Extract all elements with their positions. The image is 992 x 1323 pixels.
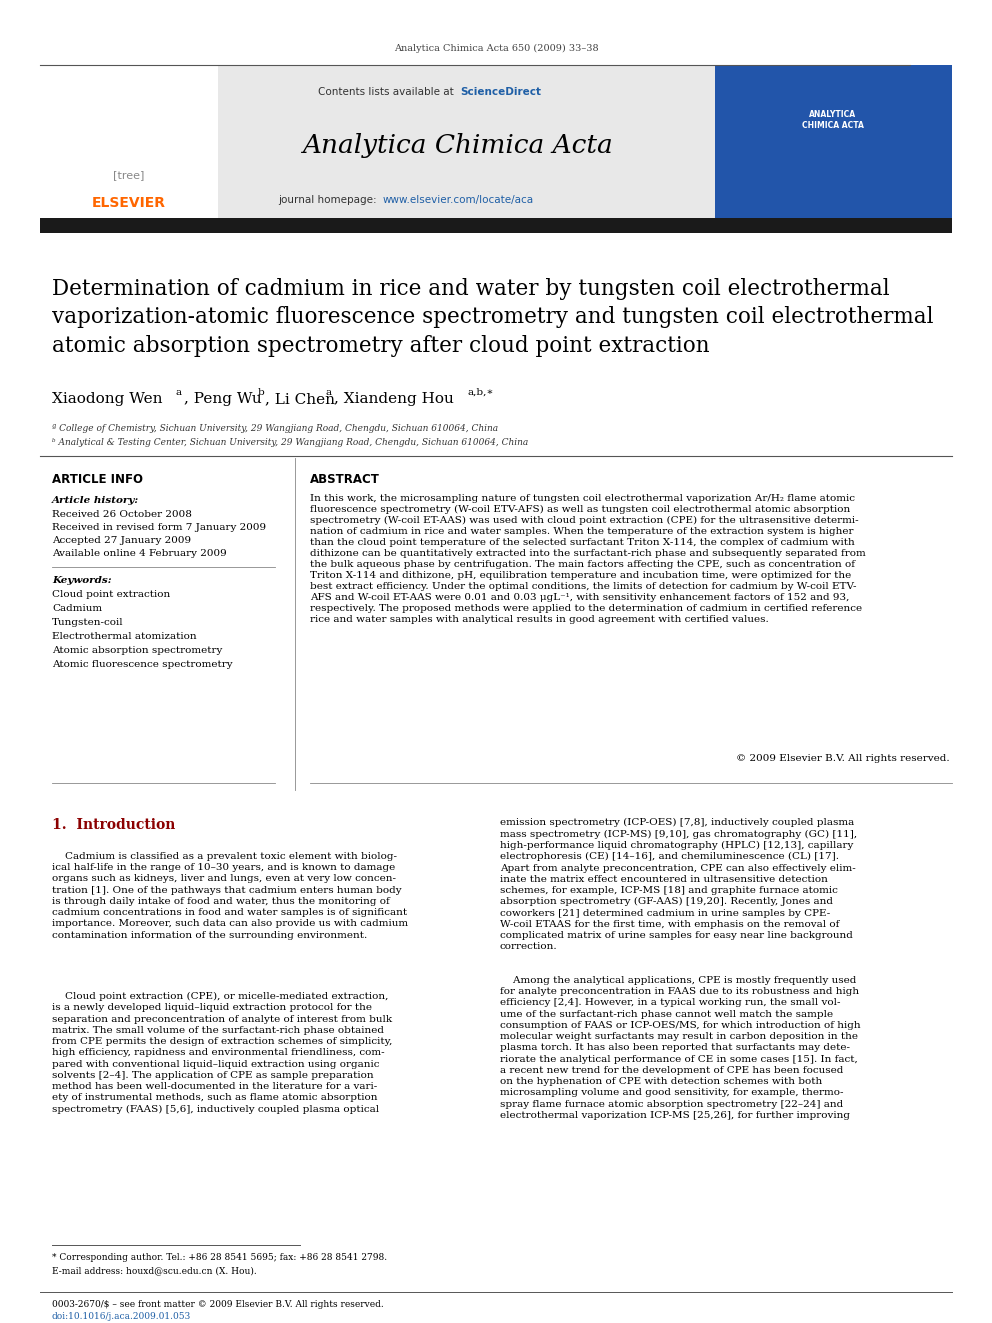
Text: Electrothermal atomization: Electrothermal atomization — [52, 632, 196, 642]
Text: ª College of Chemistry, Sichuan University, 29 Wangjiang Road, Chengdu, Sichuan : ª College of Chemistry, Sichuan Universi… — [52, 423, 498, 433]
Text: Received in revised form 7 January 2009: Received in revised form 7 January 2009 — [52, 523, 266, 532]
Bar — [40, 218, 952, 233]
Text: Accepted 27 January 2009: Accepted 27 January 2009 — [52, 536, 191, 545]
Text: Available online 4 February 2009: Available online 4 February 2009 — [52, 549, 227, 558]
Text: , Xiandeng Hou: , Xiandeng Hou — [334, 392, 454, 406]
Text: ᵇ Analytical & Testing Center, Sichuan University, 29 Wangjiang Road, Chengdu, S: ᵇ Analytical & Testing Center, Sichuan U… — [52, 438, 529, 447]
Text: Cloud point extraction: Cloud point extraction — [52, 590, 171, 599]
Text: ARTICLE INFO: ARTICLE INFO — [52, 474, 143, 486]
Text: In this work, the microsampling nature of tungsten coil electrothermal vaporizat: In this work, the microsampling nature o… — [310, 493, 866, 624]
Text: Atomic fluorescence spectrometry: Atomic fluorescence spectrometry — [52, 660, 233, 669]
Text: Atomic absorption spectrometry: Atomic absorption spectrometry — [52, 646, 222, 655]
Text: Received 26 October 2008: Received 26 October 2008 — [52, 509, 191, 519]
Text: , Li Chen: , Li Chen — [265, 392, 335, 406]
Text: Determination of cadmium in rice and water by tungsten coil electrothermal
vapor: Determination of cadmium in rice and wat… — [52, 278, 933, 357]
Text: Xiaodong Wen: Xiaodong Wen — [52, 392, 163, 406]
Text: ELSEVIER: ELSEVIER — [92, 196, 166, 210]
Text: b: b — [258, 388, 265, 397]
Text: Article history:: Article history: — [52, 496, 139, 505]
Text: ABSTRACT: ABSTRACT — [310, 474, 380, 486]
Text: 1.  Introduction: 1. Introduction — [52, 818, 176, 832]
Text: Keywords:: Keywords: — [52, 576, 112, 585]
Text: 0003-2670/$ – see front matter © 2009 Elsevier B.V. All rights reserved.: 0003-2670/$ – see front matter © 2009 El… — [52, 1301, 384, 1308]
Text: © 2009 Elsevier B.V. All rights reserved.: © 2009 Elsevier B.V. All rights reserved… — [736, 754, 950, 763]
Text: journal homepage:: journal homepage: — [278, 194, 380, 205]
Text: Cloud point extraction (CPE), or micelle-mediated extraction,
is a newly develop: Cloud point extraction (CPE), or micelle… — [52, 992, 393, 1114]
Text: ScienceDirect: ScienceDirect — [460, 87, 541, 97]
Text: doi:10.1016/j.aca.2009.01.053: doi:10.1016/j.aca.2009.01.053 — [52, 1312, 191, 1320]
Text: Cadmium is classified as a prevalent toxic element with biolog-
ical half-life i: Cadmium is classified as a prevalent tox… — [52, 852, 408, 939]
Bar — [40, 65, 218, 218]
Text: Contents lists available at: Contents lists available at — [318, 87, 457, 97]
Bar — [715, 65, 952, 218]
Text: a: a — [326, 388, 332, 397]
Bar — [218, 65, 715, 218]
Text: E-mail address: houxd@scu.edu.cn (X. Hou).: E-mail address: houxd@scu.edu.cn (X. Hou… — [52, 1266, 257, 1275]
Text: emission spectrometry (ICP-OES) [7,8], inductively coupled plasma
mass spectrome: emission spectrometry (ICP-OES) [7,8], i… — [500, 818, 857, 951]
Text: ANALYTICA
CHIMICA ACTA: ANALYTICA CHIMICA ACTA — [803, 110, 864, 130]
Text: , Peng Wu: , Peng Wu — [184, 392, 262, 406]
Text: a,b,∗: a,b,∗ — [468, 388, 494, 397]
Text: Cadmium: Cadmium — [52, 605, 102, 613]
Text: Analytica Chimica Acta: Analytica Chimica Acta — [302, 132, 612, 157]
Text: Tungsten-coil: Tungsten-coil — [52, 618, 124, 627]
Text: Among the analytical applications, CPE is mostly frequently used
for analyte pre: Among the analytical applications, CPE i… — [500, 976, 861, 1119]
Text: a: a — [176, 388, 183, 397]
Text: www.elsevier.com/locate/aca: www.elsevier.com/locate/aca — [383, 194, 534, 205]
Text: [tree]: [tree] — [113, 169, 145, 180]
Text: Analytica Chimica Acta 650 (2009) 33–38: Analytica Chimica Acta 650 (2009) 33–38 — [394, 44, 598, 53]
Text: * Corresponding author. Tel.: +86 28 8541 5695; fax: +86 28 8541 2798.: * Corresponding author. Tel.: +86 28 854… — [52, 1253, 387, 1262]
